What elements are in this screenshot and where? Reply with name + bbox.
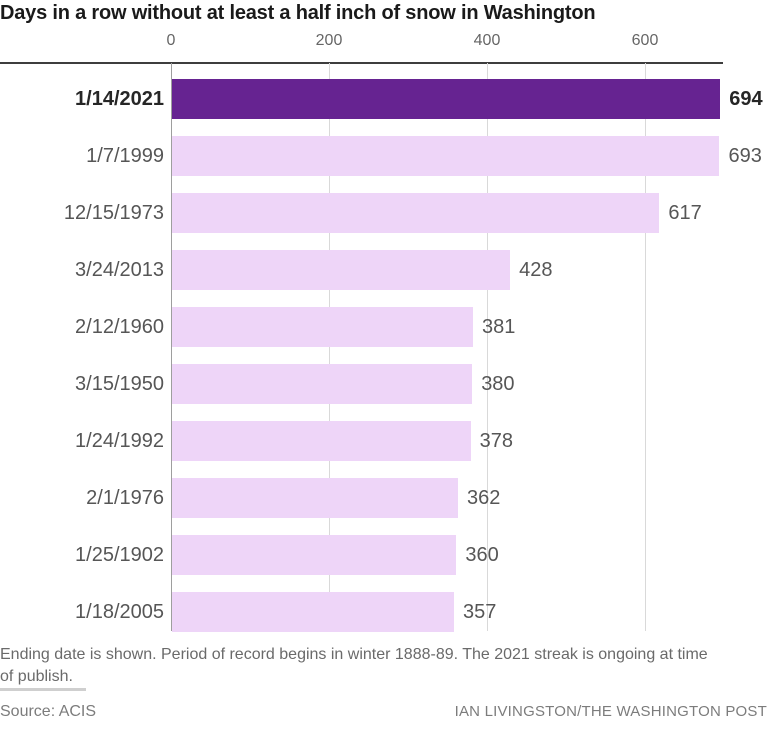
bar	[172, 535, 457, 575]
y-axis-line	[171, 63, 172, 631]
category-label: 2/1/1976	[86, 486, 164, 509]
source-label: Source: ACIS	[0, 703, 97, 720]
footnote: Ending date is shown. Period of record b…	[0, 646, 708, 686]
bar	[172, 307, 473, 347]
bar-row-2-12-1960: 2/12/1960 381	[0, 290, 767, 347]
value-label: 693	[728, 144, 762, 167]
credit-label: IAN LIVINGSTON/THE WASHINGTON POST	[454, 703, 767, 720]
bar	[172, 364, 473, 404]
x-axis-tick-600: 600	[631, 32, 659, 49]
category-label: 1/24/1992	[75, 429, 164, 452]
value-label: 360	[465, 543, 499, 566]
chart-title: Days in a row without at least a half in…	[0, 2, 596, 24]
footer-divider	[0, 688, 86, 691]
x-axis-tick-200: 200	[315, 32, 343, 49]
value-label: 381	[481, 315, 516, 338]
category-label: 1/14/2021	[75, 87, 164, 110]
category-label: 1/25/1902	[75, 543, 164, 566]
bar-row-1-18-2005: 1/18/2005 357	[0, 575, 767, 632]
value-label: 617	[668, 201, 702, 224]
value-label: 694	[729, 87, 763, 110]
bar-row-2-1-1976: 2/1/1976 362	[0, 461, 767, 518]
bar	[172, 478, 458, 518]
bar-row-1-25-1902: 1/25/1902 360	[0, 518, 767, 575]
bar	[172, 136, 720, 176]
x-axis-tick-labels: 0 200 400 600	[0, 32, 767, 52]
category-label: 12/15/1973	[63, 201, 164, 224]
gridline-200	[329, 63, 330, 631]
category-label: 2/12/1960	[75, 315, 164, 338]
bar	[172, 79, 721, 119]
bar-row-3-24-2013: 3/24/2013 428	[0, 233, 767, 290]
x-axis-tick-400: 400	[473, 32, 501, 49]
value-label: 362	[466, 486, 501, 509]
bar	[172, 193, 660, 233]
category-label: 3/24/2013	[75, 258, 164, 281]
gridline-600	[645, 63, 646, 631]
category-label: 1/18/2005	[75, 600, 164, 623]
bar-row-3-15-1950: 3/15/1950 380	[0, 347, 767, 404]
footer-byline: Source: ACIS IAN LIVINGSTON/THE WASHINGT…	[0, 703, 767, 721]
bar-row-12-15-1973: 12/15/1973 617	[0, 176, 767, 233]
value-label: 378	[479, 429, 513, 452]
value-label: 357	[463, 600, 497, 623]
category-label: 3/15/1950	[75, 372, 164, 395]
value-label: 380	[481, 372, 515, 395]
bar	[172, 250, 511, 290]
bar	[172, 592, 455, 632]
plot-area: 1/14/2021 694 1/7/1999 693 12/15/1973 617 3/24…	[0, 62, 767, 633]
bar-row-1-24-1992: 1/24/1992 378	[0, 404, 767, 461]
category-label: 1/7/1999	[86, 144, 164, 167]
bar-row-1-7-1999: 1/7/1999 693	[0, 119, 767, 176]
gridline-400	[487, 63, 488, 631]
x-axis-tick-0: 0	[166, 32, 176, 49]
bar	[172, 421, 471, 461]
top-axis-rule	[0, 62, 723, 64]
value-label: 428	[519, 258, 553, 281]
bar-row-1-14-2021: 1/14/2021 694	[0, 62, 767, 119]
